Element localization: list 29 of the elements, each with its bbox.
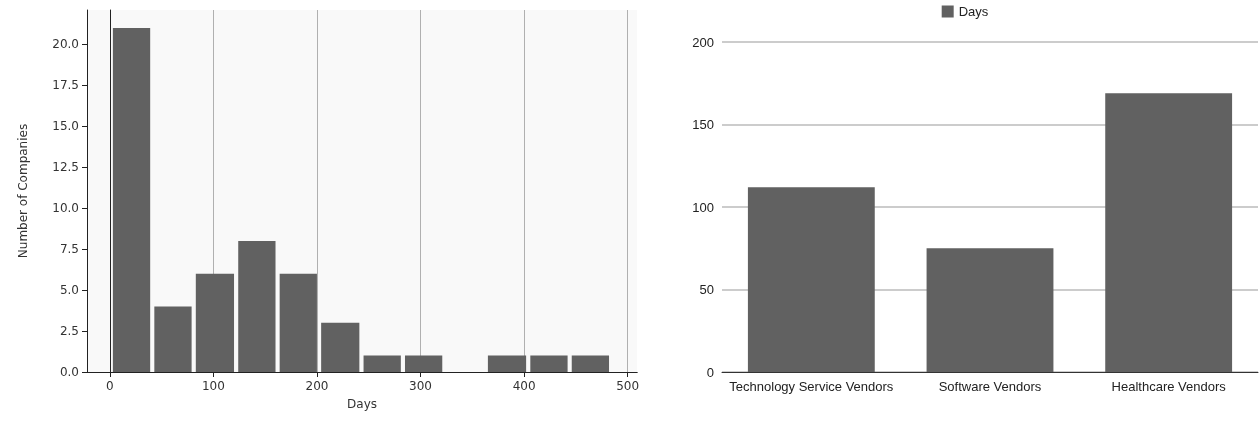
y-tick-label: 150 (692, 117, 714, 132)
x-tick-label: 400 (512, 379, 536, 393)
legend-label: Days (958, 4, 989, 19)
x-tick-label: 300 (409, 379, 432, 393)
x-tick-label: Technology Service Vendors (729, 379, 894, 394)
y-tick-label: 20.0 (52, 37, 79, 52)
x-tick-label: Healthcare Vendors (1111, 379, 1227, 394)
y-tick-label: 5.0 (59, 283, 79, 298)
y-tick-label: 15.0 (52, 119, 79, 134)
x-tick-label: 500 (616, 379, 640, 393)
x-axis-title: Days (347, 397, 377, 411)
y-tick-label: 7.5 (59, 242, 79, 257)
bar (747, 187, 875, 372)
y-tick-label: 2.5 (59, 324, 79, 339)
y-tick-label: 100 (692, 199, 714, 215)
y-tick-label: 200 (692, 34, 714, 50)
bar (926, 248, 1054, 372)
y-tick-label: 0 (706, 364, 714, 380)
y-tick-label: 50 (699, 282, 714, 297)
y-tick-label: 12.5 (52, 160, 79, 175)
x-tick-label: 0 (105, 379, 114, 393)
y-tick-label: 17.5 (52, 78, 79, 93)
bar (1105, 93, 1233, 372)
x-tick-label: Software Vendors (938, 379, 1042, 394)
y-tick-label: 10.0 (52, 201, 79, 216)
x-tick-label: 200 (305, 379, 329, 393)
y-tick-label: 0.0 (59, 365, 79, 379)
y-axis-title: Number of Companies (16, 123, 30, 259)
x-tick-label: 100 (201, 379, 225, 393)
